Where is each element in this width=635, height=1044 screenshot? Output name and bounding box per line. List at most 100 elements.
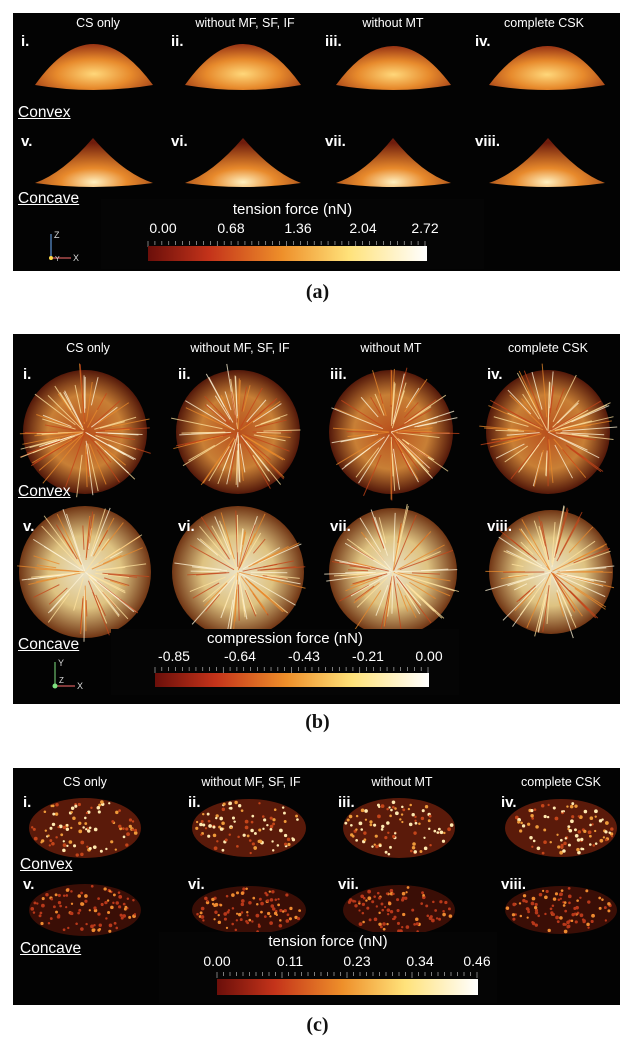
node-dot bbox=[386, 922, 389, 926]
panel-a-art bbox=[35, 44, 605, 187]
node-dot bbox=[285, 893, 289, 897]
node-dot bbox=[240, 911, 244, 914]
node-dot bbox=[233, 820, 236, 823]
filament bbox=[556, 519, 580, 562]
node-dot bbox=[55, 836, 58, 839]
node-dot bbox=[212, 825, 216, 829]
node-dot bbox=[86, 829, 91, 833]
caption-b: (b) bbox=[305, 711, 330, 733]
node-dot bbox=[444, 900, 448, 905]
node-dot bbox=[594, 809, 598, 814]
filament bbox=[390, 416, 439, 433]
cell-a-v bbox=[35, 138, 153, 187]
node-dot bbox=[389, 845, 392, 849]
filament bbox=[252, 454, 271, 482]
node-dot bbox=[261, 815, 265, 818]
cell-a-iii bbox=[336, 46, 451, 90]
node-dot bbox=[396, 921, 401, 925]
node-dot bbox=[231, 816, 236, 820]
filament bbox=[402, 586, 416, 607]
filament bbox=[39, 435, 73, 448]
filament bbox=[242, 385, 251, 412]
filament bbox=[244, 589, 257, 617]
filament bbox=[523, 370, 548, 429]
colorbar-b-strip bbox=[154, 667, 429, 687]
filament bbox=[541, 363, 548, 418]
filament bbox=[36, 577, 58, 583]
node-dot bbox=[288, 917, 292, 921]
node-dot bbox=[583, 809, 588, 814]
filament bbox=[260, 414, 288, 425]
col-header-complete-csk: complete CSK bbox=[508, 341, 588, 355]
filament bbox=[82, 525, 85, 550]
node-dot bbox=[439, 900, 443, 904]
col-header-without-mf-sf-if: without MF, SF, IF bbox=[195, 16, 295, 30]
node-dot bbox=[108, 802, 111, 805]
filament bbox=[224, 391, 232, 411]
node-dot bbox=[255, 913, 260, 918]
filament bbox=[192, 582, 220, 599]
node-dot bbox=[386, 807, 389, 811]
node-dot bbox=[604, 821, 609, 825]
node-dot bbox=[384, 836, 388, 840]
node-dot bbox=[534, 911, 539, 915]
filament bbox=[360, 396, 379, 418]
node-dot bbox=[582, 919, 586, 924]
node-dot bbox=[386, 821, 390, 825]
node-dot bbox=[287, 842, 291, 846]
filament bbox=[94, 595, 108, 624]
node-dot bbox=[567, 843, 571, 847]
node-dot bbox=[549, 840, 552, 844]
node-dot bbox=[519, 914, 523, 918]
filament bbox=[520, 541, 534, 555]
node-dot bbox=[113, 921, 117, 925]
filament bbox=[263, 429, 301, 432]
node-dot bbox=[388, 901, 392, 906]
filament bbox=[504, 445, 528, 463]
node-dot bbox=[355, 814, 359, 818]
cell-b-v bbox=[19, 506, 151, 638]
filament bbox=[188, 444, 215, 461]
node-dot bbox=[447, 827, 451, 832]
node-dot bbox=[240, 809, 244, 813]
filament bbox=[353, 582, 380, 604]
filament bbox=[22, 432, 82, 445]
node-dot bbox=[84, 894, 88, 898]
node-dot bbox=[107, 910, 111, 915]
node-dot bbox=[200, 906, 205, 911]
colorbar-tick: 0.23 bbox=[343, 953, 371, 969]
node-dot bbox=[285, 919, 290, 923]
colorbar-tick: 2.04 bbox=[349, 220, 377, 236]
numeral-iii: iii. bbox=[330, 366, 347, 383]
node-dot bbox=[112, 893, 116, 897]
node-dot bbox=[424, 805, 429, 809]
filament bbox=[331, 560, 371, 569]
node-dot bbox=[564, 909, 568, 913]
node-dot bbox=[409, 849, 413, 853]
filament bbox=[238, 573, 257, 615]
node-dot bbox=[560, 889, 564, 893]
numeral-ii: ii. bbox=[178, 366, 191, 383]
filament bbox=[352, 573, 388, 585]
filament bbox=[408, 443, 429, 458]
node-dot bbox=[374, 834, 378, 838]
filament bbox=[392, 448, 401, 490]
node-dot bbox=[352, 899, 356, 903]
filament bbox=[574, 587, 606, 610]
node-dot bbox=[360, 808, 365, 813]
node-dot bbox=[272, 822, 276, 826]
filament bbox=[201, 414, 214, 421]
filament bbox=[521, 519, 551, 571]
node-dot bbox=[284, 842, 288, 846]
filament bbox=[96, 449, 120, 483]
node-dot bbox=[517, 820, 521, 824]
node-dot bbox=[218, 825, 222, 829]
node-dot bbox=[221, 807, 226, 812]
node-dot bbox=[234, 928, 238, 932]
node-dot bbox=[362, 896, 366, 900]
node-dot bbox=[257, 923, 261, 926]
node-dot bbox=[237, 804, 242, 808]
filament bbox=[257, 543, 302, 564]
node-dot bbox=[227, 909, 231, 912]
node-dot bbox=[80, 902, 85, 906]
